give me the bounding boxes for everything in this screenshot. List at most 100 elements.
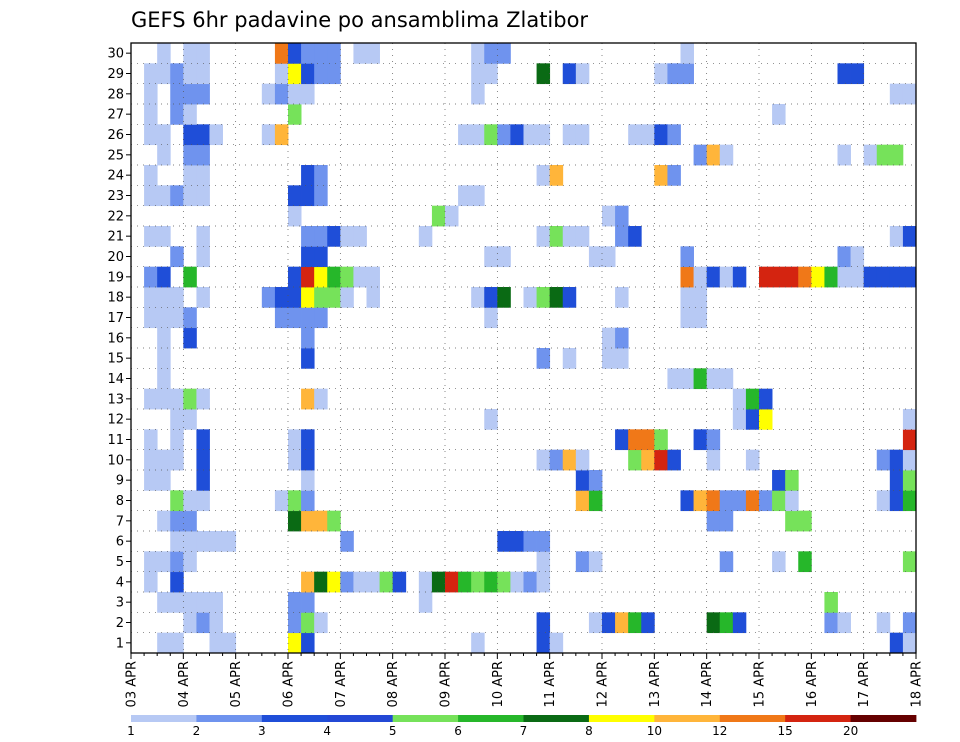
heatmap-cell bbox=[196, 124, 210, 146]
heatmap-cell bbox=[824, 612, 838, 634]
heatmap-cell bbox=[418, 226, 433, 247]
y-tick-label: 19 bbox=[107, 270, 124, 285]
heatmap-cell bbox=[510, 124, 524, 146]
heatmap-cell bbox=[549, 226, 564, 247]
y-tick-label: 13 bbox=[107, 392, 124, 407]
heatmap-cell bbox=[196, 531, 210, 552]
heatmap-cell bbox=[706, 368, 721, 390]
x-tick-label: 06 APR bbox=[282, 661, 297, 707]
heatmap-cell bbox=[536, 348, 551, 369]
heatmap-cell bbox=[301, 327, 315, 349]
heatmap-cell bbox=[340, 266, 354, 288]
heatmap-cell bbox=[615, 612, 629, 634]
heatmap-cell bbox=[902, 266, 917, 288]
y-tick-label: 1 bbox=[116, 636, 124, 651]
heatmap-cell bbox=[863, 144, 878, 166]
heatmap-cell bbox=[170, 185, 184, 207]
heatmap-cell bbox=[562, 348, 577, 369]
heatmap-cell bbox=[471, 571, 485, 593]
heatmap-cell bbox=[889, 226, 904, 247]
colorbar-label: 1 bbox=[127, 724, 135, 738]
heatmap-cell bbox=[288, 185, 302, 207]
heatmap-cell bbox=[183, 104, 197, 125]
y-tick-label: 26 bbox=[107, 128, 124, 143]
heatmap-cell bbox=[484, 409, 498, 430]
heatmap-cell bbox=[314, 571, 328, 593]
heatmap-cell bbox=[562, 124, 577, 146]
heatmap-cell bbox=[327, 571, 341, 593]
heatmap-cell bbox=[431, 205, 446, 227]
heatmap-cell bbox=[549, 287, 564, 308]
y-tick-label: 29 bbox=[107, 67, 124, 82]
colorbar-segment bbox=[523, 715, 590, 722]
heatmap-cell bbox=[274, 490, 289, 512]
heatmap-cell bbox=[549, 449, 564, 471]
heatmap-cell bbox=[144, 287, 158, 308]
heatmap-cell bbox=[288, 632, 302, 654]
heatmap-cell bbox=[706, 429, 721, 451]
heatmap-cell bbox=[719, 490, 734, 512]
heatmap-cell bbox=[288, 612, 302, 634]
heatmap-cell bbox=[523, 531, 537, 552]
heatmap-cell bbox=[902, 449, 917, 471]
y-tick-label: 28 bbox=[107, 87, 124, 102]
heatmap-cell bbox=[719, 144, 734, 166]
heatmap-cell bbox=[615, 287, 629, 308]
colorbar-legend: 1 2 3 4 5 6 7 8 10 12 15 20 bbox=[127, 715, 917, 738]
chart-title: GEFS 6hr padavine po ansamblima Zlatibor bbox=[131, 8, 588, 32]
heatmap-cell bbox=[628, 226, 642, 247]
heatmap-cell bbox=[837, 246, 851, 268]
colorbar-label: 7 bbox=[520, 724, 528, 738]
heatmap-cell bbox=[314, 388, 328, 410]
heatmap-cell bbox=[196, 429, 210, 451]
heatmap-cell bbox=[759, 409, 773, 430]
y-tick-label: 3 bbox=[116, 596, 124, 611]
heatmap-cell bbox=[288, 63, 302, 85]
heatmap-cell bbox=[170, 287, 184, 308]
heatmap-cell bbox=[680, 368, 694, 390]
heatmap-cell bbox=[170, 490, 184, 512]
heatmap-cell bbox=[667, 368, 681, 390]
heatmap-cell bbox=[288, 429, 302, 451]
heatmap-cell bbox=[196, 165, 210, 186]
y-tick-label: 25 bbox=[107, 148, 124, 163]
heatmap-cell bbox=[340, 226, 354, 247]
y-tick-label: 24 bbox=[107, 169, 124, 184]
heatmap-cell bbox=[575, 124, 590, 146]
y-tick-label: 21 bbox=[107, 230, 124, 245]
heatmap-cell bbox=[745, 449, 760, 471]
y-tick-label: 23 bbox=[107, 189, 124, 204]
heatmap-cell bbox=[772, 551, 786, 573]
heatmap-cell bbox=[183, 409, 197, 430]
heatmap-cell bbox=[588, 490, 603, 512]
heatmap-cell bbox=[144, 429, 158, 451]
heatmap-cell bbox=[680, 287, 694, 308]
heatmap-cell bbox=[170, 307, 184, 329]
heatmap-cell bbox=[798, 266, 812, 288]
heatmap-cell bbox=[562, 63, 577, 85]
heatmap-cell bbox=[732, 490, 747, 512]
colorbar-segment bbox=[261, 715, 328, 722]
heatmap-cell bbox=[693, 368, 708, 390]
heatmap-cell bbox=[183, 43, 197, 64]
heatmap-cell bbox=[170, 83, 184, 105]
heatmap-cell bbox=[157, 63, 171, 85]
x-tick-label: 07 APR bbox=[334, 661, 349, 707]
heatmap-cell bbox=[458, 185, 472, 207]
heatmap-cell bbox=[732, 612, 747, 634]
heatmap-cell bbox=[353, 571, 367, 593]
heatmap-cell bbox=[902, 490, 917, 512]
heatmap-cell bbox=[366, 287, 380, 308]
heatmap-cell bbox=[562, 287, 577, 308]
heatmap-cell bbox=[471, 43, 485, 64]
heatmap-cell bbox=[497, 43, 511, 64]
heatmap-cell bbox=[196, 470, 210, 491]
heatmap-cell bbox=[301, 429, 315, 451]
heatmap-cell bbox=[301, 571, 315, 593]
heatmap-cell bbox=[889, 449, 904, 471]
x-tick-label: 10 APR bbox=[491, 661, 506, 707]
heatmap-cell bbox=[680, 266, 694, 288]
heatmap-cell bbox=[510, 531, 524, 552]
heatmap-cell bbox=[274, 83, 289, 105]
